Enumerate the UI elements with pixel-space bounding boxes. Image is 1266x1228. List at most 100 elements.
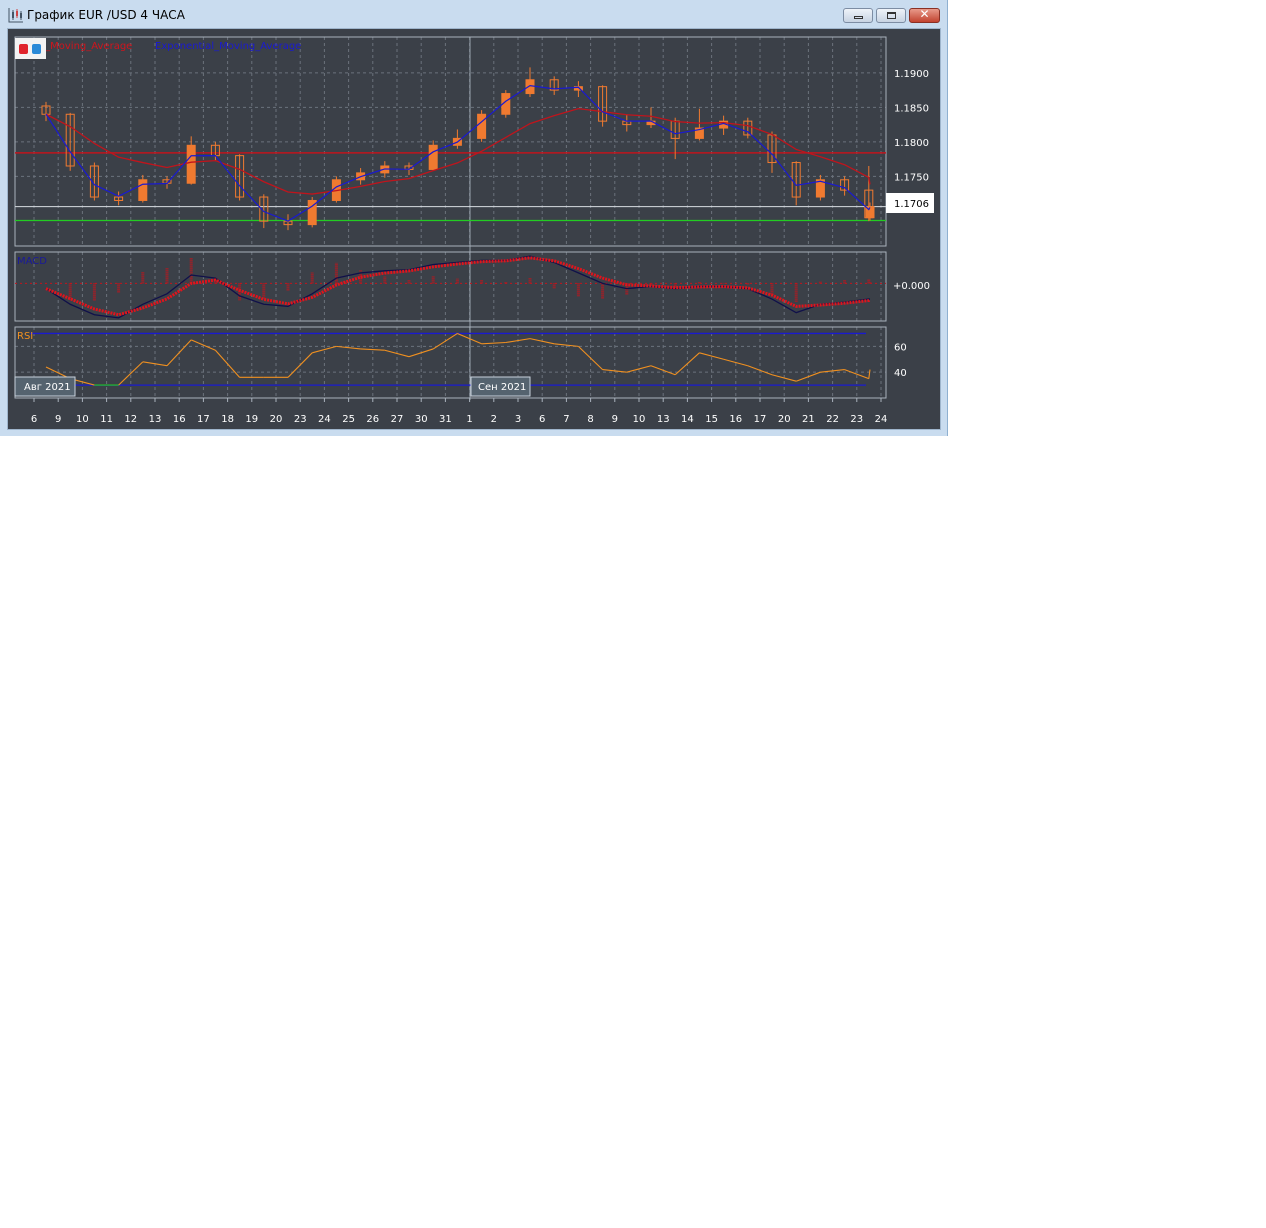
svg-text:Авг 2021: Авг 2021 xyxy=(24,382,71,393)
rsi-line-segment xyxy=(287,352,313,378)
legend-item-ema-slow: Exponential_Moving_Average xyxy=(0,41,132,52)
rsi-line-segment xyxy=(408,348,434,358)
x-tick-label: 30 xyxy=(415,414,428,425)
rsi-line-segment xyxy=(602,369,627,373)
x-tick-label: 17 xyxy=(754,414,767,425)
rsi-line-segment xyxy=(312,345,337,354)
rsi-line-segment xyxy=(214,349,241,378)
candle xyxy=(138,179,148,201)
x-tick-label: 15 xyxy=(705,414,718,425)
rsi-line-segment xyxy=(844,369,869,380)
x-tick-label: 1 xyxy=(466,414,472,425)
candle xyxy=(743,120,753,136)
x-tick-label: 31 xyxy=(439,414,452,425)
main-panel xyxy=(14,36,887,247)
candlestick-chart-icon xyxy=(8,8,23,23)
title-bar[interactable]: График EUR /USD 4 ЧАСА ✕ xyxy=(0,0,948,30)
candle xyxy=(428,144,438,170)
rsi-tick-label: 60 xyxy=(894,342,907,353)
x-tick-label: 24 xyxy=(875,414,888,425)
rsi-line-segment xyxy=(747,365,773,376)
x-tick-label: 10 xyxy=(633,414,646,425)
legend: Exponential_Moving_Average Exponential_M… xyxy=(0,38,301,59)
candle xyxy=(549,79,559,91)
candle xyxy=(477,113,487,139)
x-tick-label: 22 xyxy=(826,414,839,425)
candle xyxy=(573,86,583,91)
macd-panel xyxy=(14,251,887,322)
x-tick-label: 12 xyxy=(124,414,137,425)
macd-zero-label: +0.000 xyxy=(893,281,930,292)
x-tick-label: 16 xyxy=(729,414,742,425)
ema-fast-line xyxy=(45,85,871,222)
x-tick-label: 17 xyxy=(197,414,210,425)
x-tick-label: 20 xyxy=(778,414,791,425)
restore-button[interactable] xyxy=(876,8,906,23)
rsi-line-segment xyxy=(360,348,385,351)
x-tick-label: 3 xyxy=(515,414,521,425)
rsi-line-segment xyxy=(868,369,871,379)
current-price-label: 1.1706 xyxy=(894,199,929,210)
candle xyxy=(694,127,704,139)
rsi-line-segment xyxy=(626,365,652,373)
candle xyxy=(65,113,75,167)
period-label-aug[interactable]: Авг 2021 xyxy=(14,376,76,397)
minimize-button[interactable] xyxy=(843,8,873,23)
x-tick-label: 26 xyxy=(366,414,379,425)
candle xyxy=(840,179,850,191)
window-title: График EUR /USD 4 ЧАСА xyxy=(27,8,185,22)
x-tick-label: 11 xyxy=(100,414,113,425)
rsi-line-segment xyxy=(674,352,700,376)
x-tick-label: 25 xyxy=(342,414,355,425)
price-chart[interactable]: 6 9 10 11 12 13 16 17 18 19 20 23 24 25 26 27 30 31 1 2 3 6 7 8… xyxy=(0,0,948,436)
x-tick-label: 23 xyxy=(850,414,863,425)
x-tick-label: 8 xyxy=(587,414,593,425)
rsi-line-segment xyxy=(457,332,482,345)
restore-icon xyxy=(887,12,896,19)
x-tick-label: 13 xyxy=(657,414,670,425)
x-tick-label: 13 xyxy=(149,414,162,425)
macd-label: MACD xyxy=(17,256,47,267)
x-tick-label: 27 xyxy=(391,414,404,425)
x-tick-label: 10 xyxy=(76,414,89,425)
rsi-line-segment xyxy=(481,341,506,345)
macd-signal-line xyxy=(45,256,871,317)
rsi-line-segment xyxy=(554,343,579,347)
rsi-line-segment xyxy=(820,369,845,373)
candle xyxy=(598,86,608,122)
x-tick-label: 21 xyxy=(802,414,815,425)
x-tick-label: 9 xyxy=(55,414,61,425)
x-tick-label: 18 xyxy=(221,414,234,425)
rsi-tick-label: 40 xyxy=(894,368,907,379)
rsi-line-segment xyxy=(384,349,410,358)
x-tick-label: 7 xyxy=(563,414,569,425)
legend-blue-swatch[interactable] xyxy=(32,44,41,54)
chart-area[interactable] xyxy=(7,28,941,430)
rsi-series xyxy=(30,332,871,386)
main-series xyxy=(15,67,886,231)
x-tick-label: 20 xyxy=(270,414,283,425)
x-tick-label: 23 xyxy=(294,414,307,425)
x-tick-label: 2 xyxy=(491,414,497,425)
rsi-line-segment xyxy=(505,338,531,344)
x-tick-label: 14 xyxy=(681,414,694,425)
legend-red-swatch[interactable] xyxy=(19,44,28,54)
legend-item-ema-fast: Exponential_Moving_Average xyxy=(155,41,301,52)
period-label-sep[interactable]: Сен 2021 xyxy=(470,376,531,397)
rsi-line-segment xyxy=(699,352,724,360)
y-tick-label: 1.1850 xyxy=(894,103,929,114)
y-tick-label: 1.1800 xyxy=(894,138,929,149)
candle xyxy=(815,179,825,198)
close-button[interactable]: ✕ xyxy=(909,7,940,23)
grid xyxy=(15,37,886,400)
candle xyxy=(865,206,875,219)
rsi-line-segment xyxy=(190,339,216,351)
x-tick-label: 6 xyxy=(31,414,37,425)
close-icon: ✕ xyxy=(919,7,930,21)
candle xyxy=(307,199,317,226)
rsi-line-segment xyxy=(166,339,192,367)
rsi-line-segment xyxy=(142,361,168,367)
candle xyxy=(235,155,245,198)
rsi-line-segment xyxy=(432,332,458,350)
candle xyxy=(186,144,196,184)
